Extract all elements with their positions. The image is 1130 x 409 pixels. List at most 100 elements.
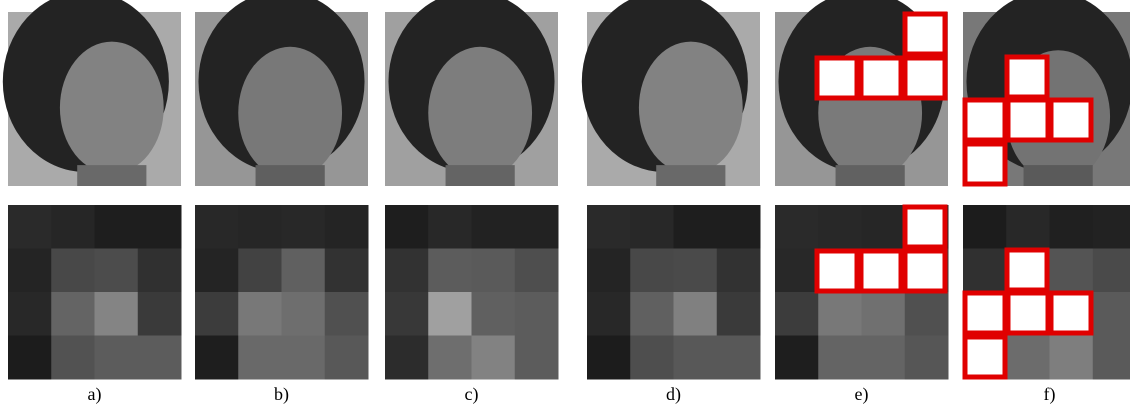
pixel-cell (587, 249, 631, 293)
pixel-cell (717, 336, 761, 380)
neck (1024, 165, 1093, 186)
pixel-cell (775, 249, 819, 293)
pixel-cell (674, 249, 718, 293)
pixel-cell (674, 205, 718, 249)
pixel-cell (963, 249, 1007, 293)
pixel-cell (8, 249, 52, 293)
occlusion-block (1007, 250, 1047, 290)
face-photo (3, 0, 181, 186)
pixel-cell (195, 205, 239, 249)
pixel-cell (1050, 205, 1094, 249)
pixelated-face (8, 205, 182, 380)
pixel-cell (472, 292, 516, 336)
pixel-cell (238, 249, 282, 293)
pixel-cell (1093, 292, 1130, 336)
pixel-cell (95, 336, 139, 380)
panel-label: a) (88, 384, 102, 405)
pixel-cell (1006, 336, 1050, 380)
pixel-cell (195, 292, 239, 336)
panel-label: d) (666, 384, 681, 405)
pixel-cell (1050, 249, 1094, 293)
pixel-cell (587, 205, 631, 249)
pixel-cell (775, 336, 819, 380)
pixelated-face (587, 205, 761, 380)
pixel-cell (282, 205, 326, 249)
pixel-cell (138, 249, 182, 293)
pixel-cell (775, 205, 819, 249)
pixel-cell (95, 292, 139, 336)
pixel-cell (238, 336, 282, 380)
pixel-cell (472, 336, 516, 380)
occlusion-block (905, 58, 945, 98)
figure: a)b)c)d)e)f) (0, 0, 1130, 409)
pixel-cell (818, 205, 862, 249)
pixel-cell (862, 336, 906, 380)
pixel-cell (717, 292, 761, 336)
occlusion-block (965, 144, 1005, 184)
pixel-cell (138, 205, 182, 249)
pixel-cell (472, 205, 516, 249)
pixel-cell (51, 205, 95, 249)
pixel-cell (1093, 249, 1130, 293)
pixel-cell (630, 249, 674, 293)
pixel-cell (325, 205, 369, 249)
pixel-cell (862, 292, 906, 336)
pixel-cell (428, 292, 472, 336)
pixel-cell (515, 292, 559, 336)
occlusion-block (817, 251, 857, 291)
pixel-cell (515, 249, 559, 293)
pixel-cell (195, 249, 239, 293)
pixel-cell (282, 249, 326, 293)
pixel-cell (325, 249, 369, 293)
occlusion-block (965, 100, 1005, 140)
pixel-cell (428, 205, 472, 249)
pixel-cell (818, 292, 862, 336)
pixel-cell (587, 292, 631, 336)
pixel-cell (282, 292, 326, 336)
pixel-cell (8, 336, 52, 380)
occlusion-block (817, 58, 857, 98)
pixel-cell (515, 205, 559, 249)
pixel-cell (8, 205, 52, 249)
pixel-cell (630, 336, 674, 380)
pixel-cell (95, 205, 139, 249)
face (60, 42, 164, 174)
neck (836, 165, 905, 186)
pixel-cell (195, 336, 239, 380)
face (639, 42, 743, 174)
pixel-cell (51, 292, 95, 336)
neck (656, 165, 725, 186)
occlusion-block (861, 58, 901, 98)
pixel-cell (51, 336, 95, 380)
occlusion-block (965, 337, 1005, 377)
occlusion-block (1007, 57, 1047, 97)
pixel-cell (282, 336, 326, 380)
pixel-cell (630, 205, 674, 249)
face (238, 47, 342, 179)
pixel-cell (95, 249, 139, 293)
pixelated-face (385, 205, 559, 380)
occlusion-block (1051, 100, 1091, 140)
neck (77, 165, 146, 186)
occlusion-block (905, 14, 945, 54)
pixel-cell (963, 205, 1007, 249)
occlusion-block (1008, 100, 1048, 140)
occlusion-block (965, 293, 1005, 333)
pixel-cell (428, 249, 472, 293)
pixel-cell (428, 336, 472, 380)
occlusion-block (861, 251, 901, 291)
pixel-cell (717, 205, 761, 249)
pixel-cell (138, 292, 182, 336)
pixel-cell (385, 249, 429, 293)
neck (256, 165, 325, 186)
panel-label: b) (274, 384, 289, 405)
pixel-cell (587, 336, 631, 380)
pixel-cell (515, 336, 559, 380)
pixel-cell (818, 336, 862, 380)
face-photo (582, 0, 760, 186)
pixel-cell (325, 292, 369, 336)
pixel-cell (138, 336, 182, 380)
pixel-cell (717, 249, 761, 293)
pixel-cell (1050, 336, 1094, 380)
occlusion-block (1008, 293, 1048, 333)
